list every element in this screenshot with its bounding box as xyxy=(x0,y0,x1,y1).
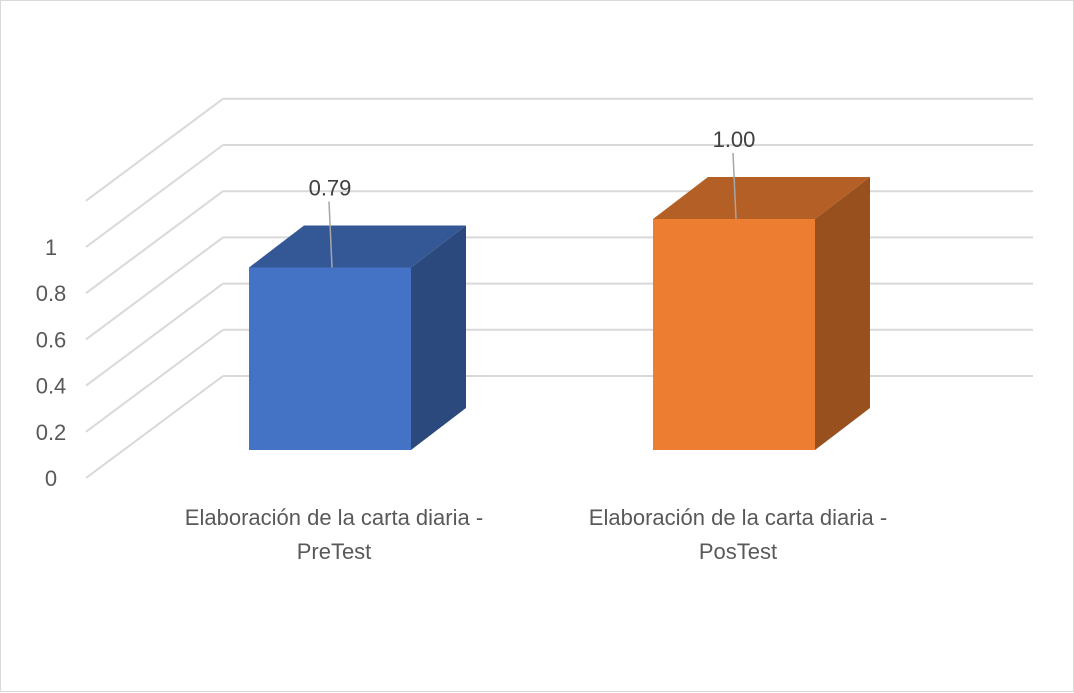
side-wall-gridline xyxy=(85,282,224,387)
side-wall-gridline xyxy=(85,328,224,433)
y-tick-label: 0.8 xyxy=(36,281,67,306)
bar xyxy=(249,267,411,450)
category-label: PreTest xyxy=(297,539,372,564)
side-wall-gridline xyxy=(85,236,224,341)
category-label: Elaboración de la carta diaria - xyxy=(185,505,483,530)
bar-side-face xyxy=(815,177,870,450)
data-label: 0.79 xyxy=(309,176,352,201)
side-wall-gridline xyxy=(85,375,224,479)
bar xyxy=(653,219,815,450)
data-label-leader xyxy=(328,201,333,268)
data-label-leader xyxy=(732,152,737,220)
bar-side-face xyxy=(411,225,466,450)
y-tick-label: 0 xyxy=(45,466,57,491)
bar-top-face xyxy=(249,225,466,268)
y-tick-label: 1 xyxy=(45,235,57,260)
y-tick-label: 0.6 xyxy=(36,327,67,352)
category-label: PosTest xyxy=(699,539,777,564)
side-wall-gridline xyxy=(85,97,224,202)
category-label: Elaboración de la carta diaria - xyxy=(589,505,887,530)
side-wall-gridline xyxy=(85,190,224,295)
side-wall-gridline xyxy=(85,144,224,248)
y-tick-label: 0.2 xyxy=(36,420,67,445)
y-tick-label: 0.4 xyxy=(36,374,67,399)
bar-top-face xyxy=(653,177,870,219)
data-label: 1.00 xyxy=(713,127,756,152)
